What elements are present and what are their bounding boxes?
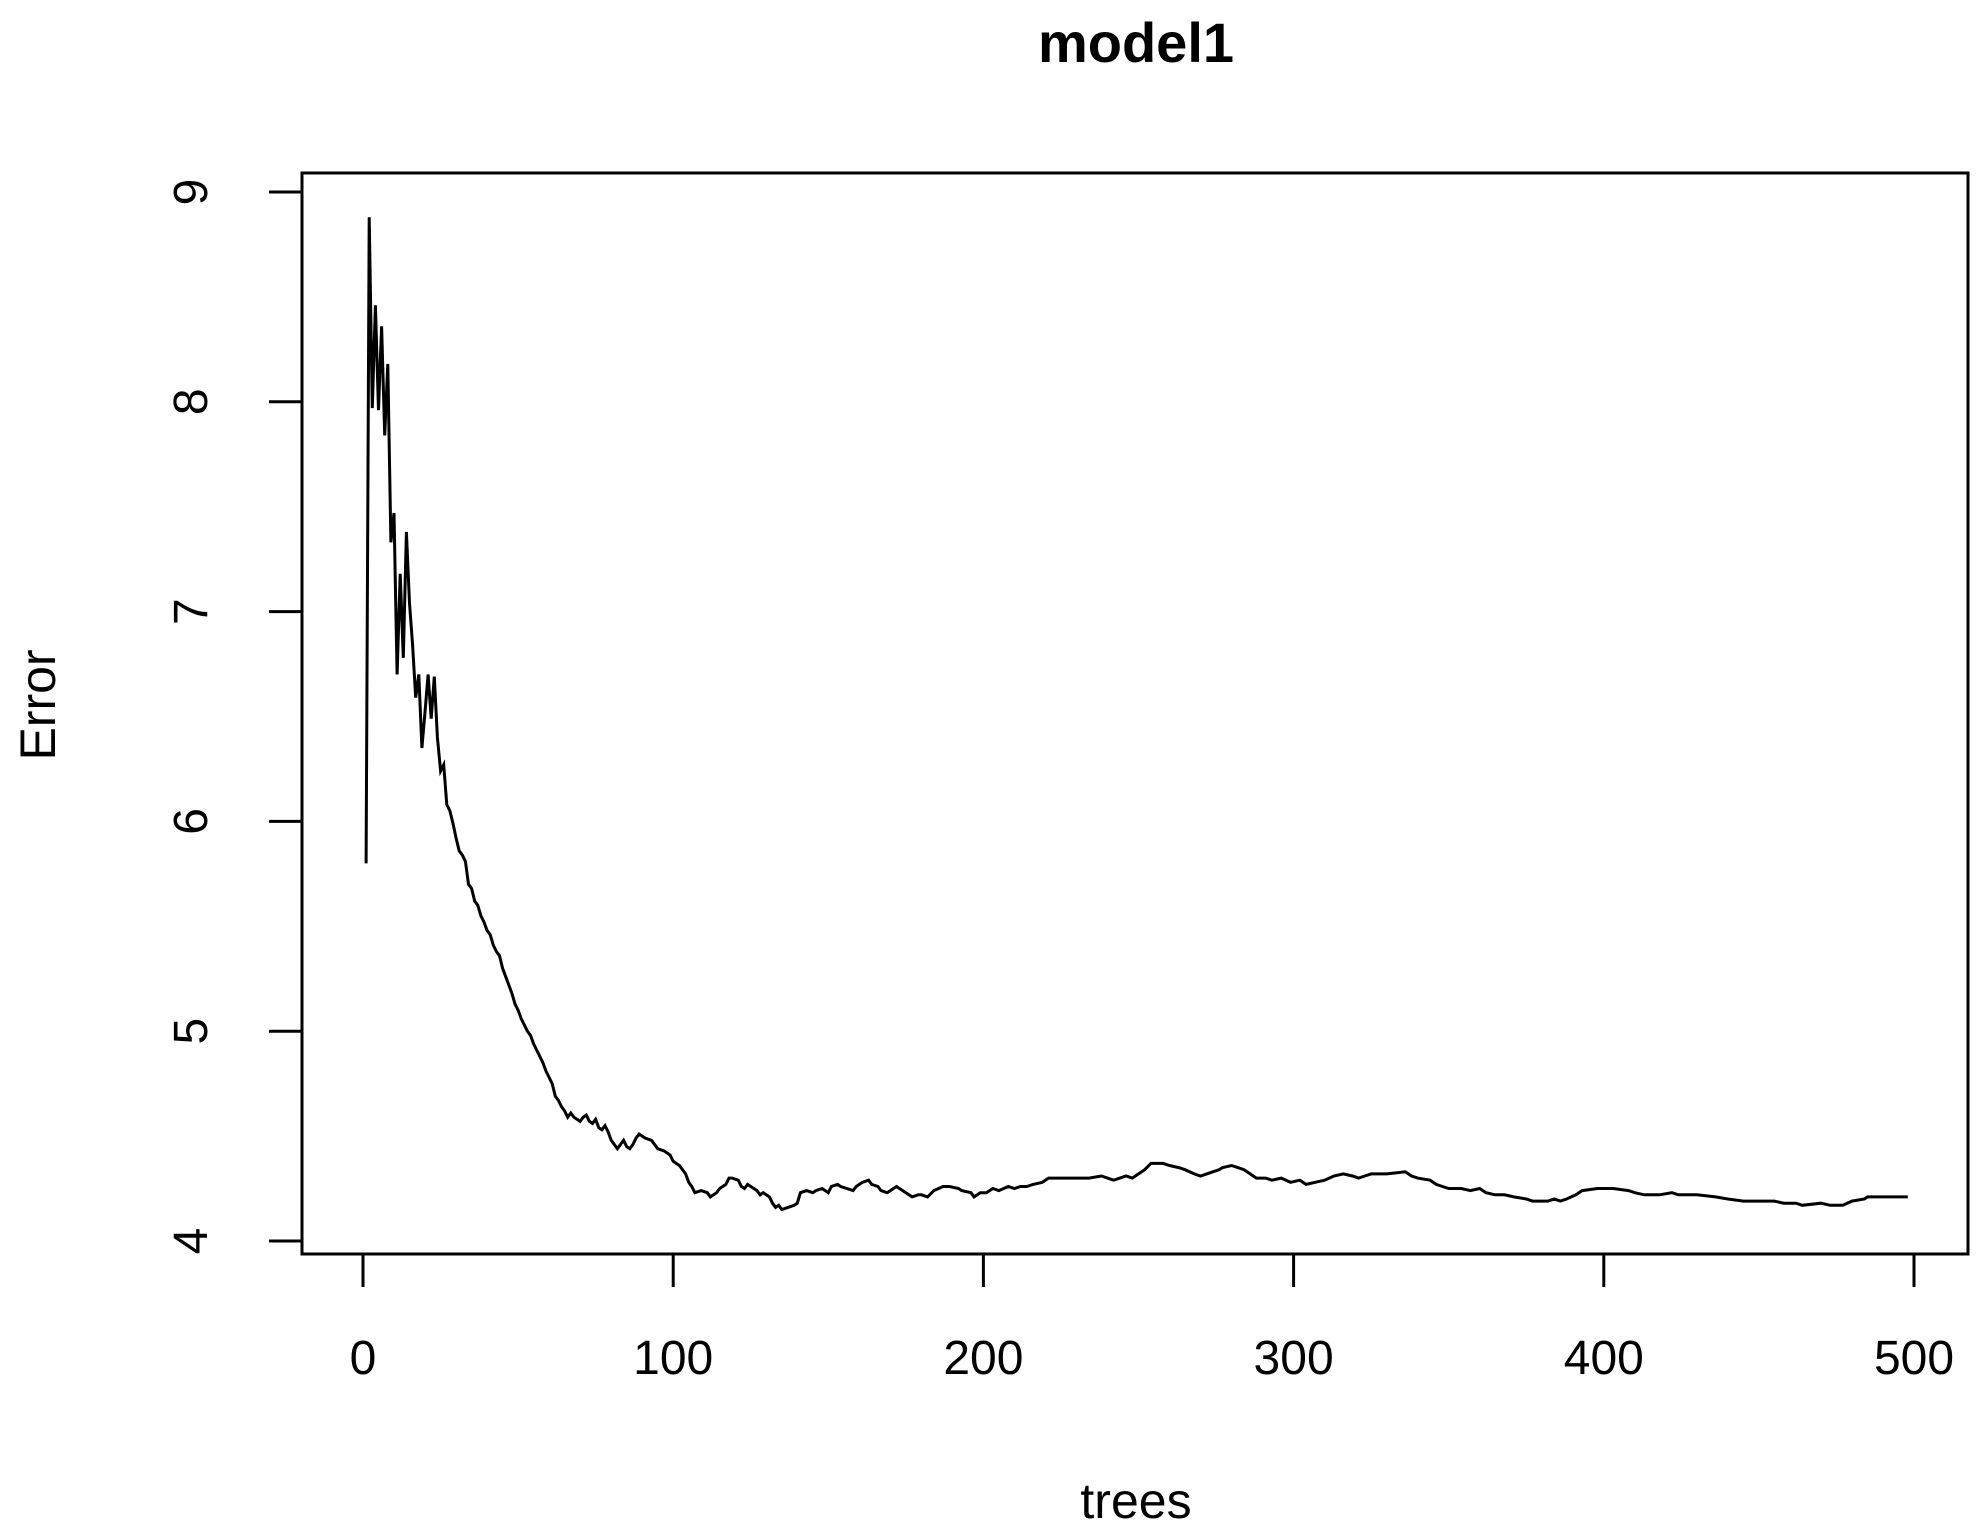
y-tick-label: 8 xyxy=(165,388,218,415)
y-tick-label: 5 xyxy=(165,1018,218,1045)
x-axis-title: trees xyxy=(1080,1473,1191,1529)
y-tick-label: 7 xyxy=(165,598,218,625)
plot-box xyxy=(300,171,1970,1256)
x-tick-label: 100 xyxy=(633,1332,713,1385)
y-tick-label: 6 xyxy=(165,808,218,835)
x-tick-label: 400 xyxy=(1564,1332,1644,1385)
error-line xyxy=(364,217,1908,1212)
plot-marks: 0 100 200 300 400 500 4 5 6 7 8 9 xyxy=(165,179,1954,1385)
y-tick-label: 4 xyxy=(165,1228,218,1255)
y-tick-label: 9 xyxy=(165,179,218,206)
x-tick-label: 200 xyxy=(943,1332,1023,1385)
y-axis-title: Error xyxy=(10,649,66,760)
x-tick-label: 500 xyxy=(1874,1332,1954,1385)
x-tick-label: 0 xyxy=(350,1332,377,1385)
chart-title: model1 xyxy=(1038,11,1234,74)
x-tick-label: 300 xyxy=(1254,1332,1334,1385)
